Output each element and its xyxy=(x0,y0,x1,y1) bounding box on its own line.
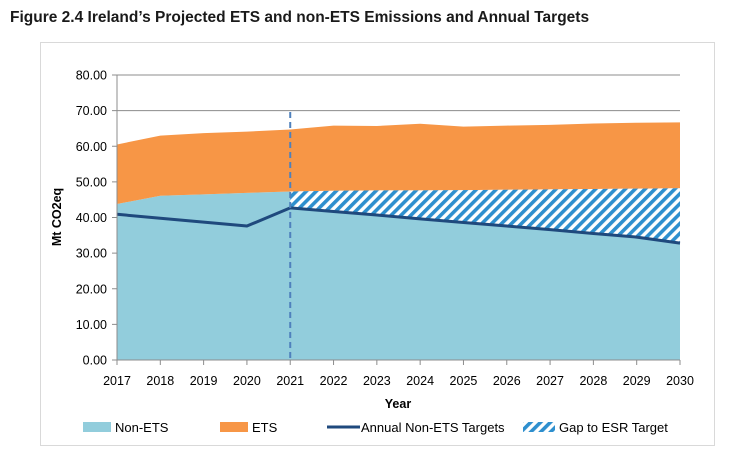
y-tick-label: 10.00 xyxy=(76,318,107,332)
legend-non-ets-swatch xyxy=(83,422,111,432)
x-tick-label: 2019 xyxy=(190,374,218,388)
legend-ets: ETS xyxy=(220,420,278,435)
legend-annual-targets: Annual Non-ETS Targets xyxy=(327,420,505,435)
y-axis-title: Mt CO2eq xyxy=(50,188,64,246)
y-tick-label: 0.00 xyxy=(83,354,107,368)
legend-gap-to-esr-swatch xyxy=(523,422,555,432)
y-tick-label: 50.00 xyxy=(76,175,107,189)
x-tick-label: 2027 xyxy=(536,374,564,388)
legend-ets-swatch xyxy=(220,422,248,432)
y-tick-label: 60.00 xyxy=(76,140,107,154)
y-tick-label: 20.00 xyxy=(76,282,107,296)
x-tick-label: 2029 xyxy=(623,374,651,388)
y-tick-label: 70.00 xyxy=(76,104,107,118)
x-tick-label: 2026 xyxy=(493,374,521,388)
x-tick-label: 2021 xyxy=(276,374,304,388)
legend-annual-targets-label: Annual Non-ETS Targets xyxy=(361,420,505,435)
gap-to-esr-band xyxy=(290,188,680,244)
legend-ets-label: ETS xyxy=(252,420,278,435)
chart-frame xyxy=(40,42,715,446)
y-tick-label: 30.00 xyxy=(76,247,107,261)
x-tick-label: 2020 xyxy=(233,374,261,388)
legend-gap-to-esr-label: Gap to ESR Target xyxy=(559,420,668,435)
x-tick-label: 2024 xyxy=(406,374,434,388)
x-axis-title: Year xyxy=(385,397,412,411)
y-tick-label: 80.00 xyxy=(76,69,107,83)
x-tick-label: 2022 xyxy=(320,374,348,388)
y-tick-label: 40.00 xyxy=(76,211,107,225)
legend-non-ets: Non-ETS xyxy=(83,420,169,435)
legend-non-ets-label: Non-ETS xyxy=(115,420,169,435)
ets-area xyxy=(117,122,680,204)
chart-title: Figure 2.4 Ireland’s Projected ETS and n… xyxy=(10,9,590,26)
x-tick-label: 2028 xyxy=(579,374,607,388)
x-tick-label: 2030 xyxy=(666,374,694,388)
x-tick-label: 2017 xyxy=(103,374,131,388)
annual-targets-line xyxy=(116,206,681,245)
x-tick-label: 2023 xyxy=(363,374,391,388)
x-tick-label: 2018 xyxy=(146,374,174,388)
x-tick-label: 2025 xyxy=(450,374,478,388)
non-ets-area xyxy=(117,188,680,360)
legend-gap-to-esr: Gap to ESR Target xyxy=(523,420,668,435)
